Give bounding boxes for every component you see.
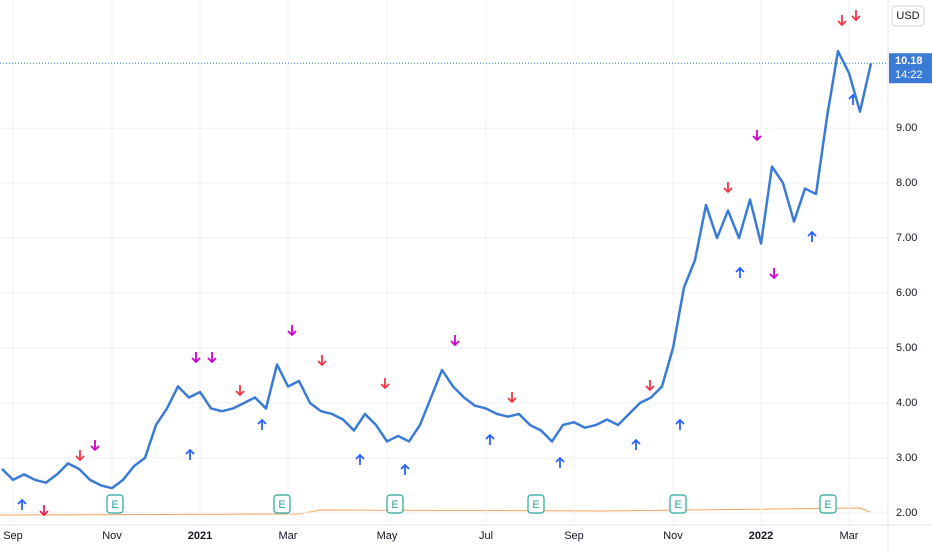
signal-arrow: [450, 335, 460, 347]
earnings-label: E: [278, 499, 285, 511]
x-tick-label: Sep: [3, 530, 23, 542]
signal-arrow: [631, 438, 641, 450]
earnings-label: E: [391, 499, 398, 511]
grid: [0, 0, 888, 525]
signal-arrow: [485, 433, 495, 445]
signal-arrow: [769, 268, 779, 280]
earnings-marker: [819, 494, 837, 514]
x-tick-label: Sep: [564, 530, 584, 542]
signal-arrow: [735, 266, 745, 278]
signal-arrow: [400, 463, 410, 475]
signal-arrow: [39, 505, 49, 517]
signal-arrow: [723, 182, 733, 194]
x-tick-label: Nov: [663, 530, 683, 542]
y-tick-label: 2.00: [896, 507, 917, 519]
x-tick-label: May: [377, 530, 398, 542]
signal-arrow: [287, 325, 297, 337]
earnings-marker: [106, 494, 124, 514]
signal-arrow: [837, 15, 847, 27]
signal-arrow: [191, 352, 201, 364]
currency-box[interactable]: [891, 5, 925, 27]
signal-arrow: [555, 456, 565, 468]
signal-arrow: [257, 418, 267, 430]
currency: USD: [896, 10, 919, 22]
signal-arrow: [675, 418, 685, 430]
y-tick-label: 4.00: [896, 397, 917, 409]
signal-arrow: [851, 10, 861, 22]
signal-arrow: [235, 385, 245, 397]
signal-arrow: [17, 498, 27, 510]
earnings-label: E: [532, 499, 539, 511]
x-tick-label: Mar: [279, 530, 298, 542]
signal-arrow: [90, 440, 100, 452]
x-tick-label: Mar: [840, 530, 859, 542]
price-line: [1, 49, 873, 490]
signal-arrow: [207, 352, 217, 364]
y-tick-label: 5.00: [896, 342, 917, 354]
signal-arrow: [645, 380, 655, 392]
earnings-marker: [669, 494, 687, 514]
x-tick-label: Nov: [102, 530, 122, 542]
earnings-label: E: [674, 499, 681, 511]
signal-arrow: [507, 392, 517, 404]
volume-line: [0, 507, 871, 516]
signal-arrow: [807, 230, 817, 242]
signal-arrow: [752, 130, 762, 142]
earnings-marker: [386, 494, 404, 514]
y-tick-label: 3.00: [896, 452, 917, 464]
signal-arrow: [355, 453, 365, 465]
x-tick-label: Jul: [479, 530, 493, 542]
x-tick-label: 2021: [188, 530, 212, 542]
signal-arrow: [75, 450, 85, 462]
y-tick-label: 7.00: [896, 232, 917, 244]
earnings-label: E: [111, 499, 118, 511]
countdown: 14:22: [895, 69, 923, 81]
y-tick-label: 9.00: [896, 122, 917, 134]
earnings-marker: [273, 494, 291, 514]
y-tick-label: 8.00: [896, 177, 917, 189]
last-price-label: 10.18: [895, 55, 923, 67]
earnings-marker: [527, 494, 545, 514]
signal-arrow: [380, 378, 390, 390]
y-tick-label: 6.00: [896, 287, 917, 299]
last-price-box: [889, 53, 932, 84]
signal-arrow: [185, 448, 195, 460]
x-tick-label: 2022: [749, 530, 773, 542]
signal-arrow: [317, 355, 327, 367]
earnings-label: E: [824, 499, 831, 511]
